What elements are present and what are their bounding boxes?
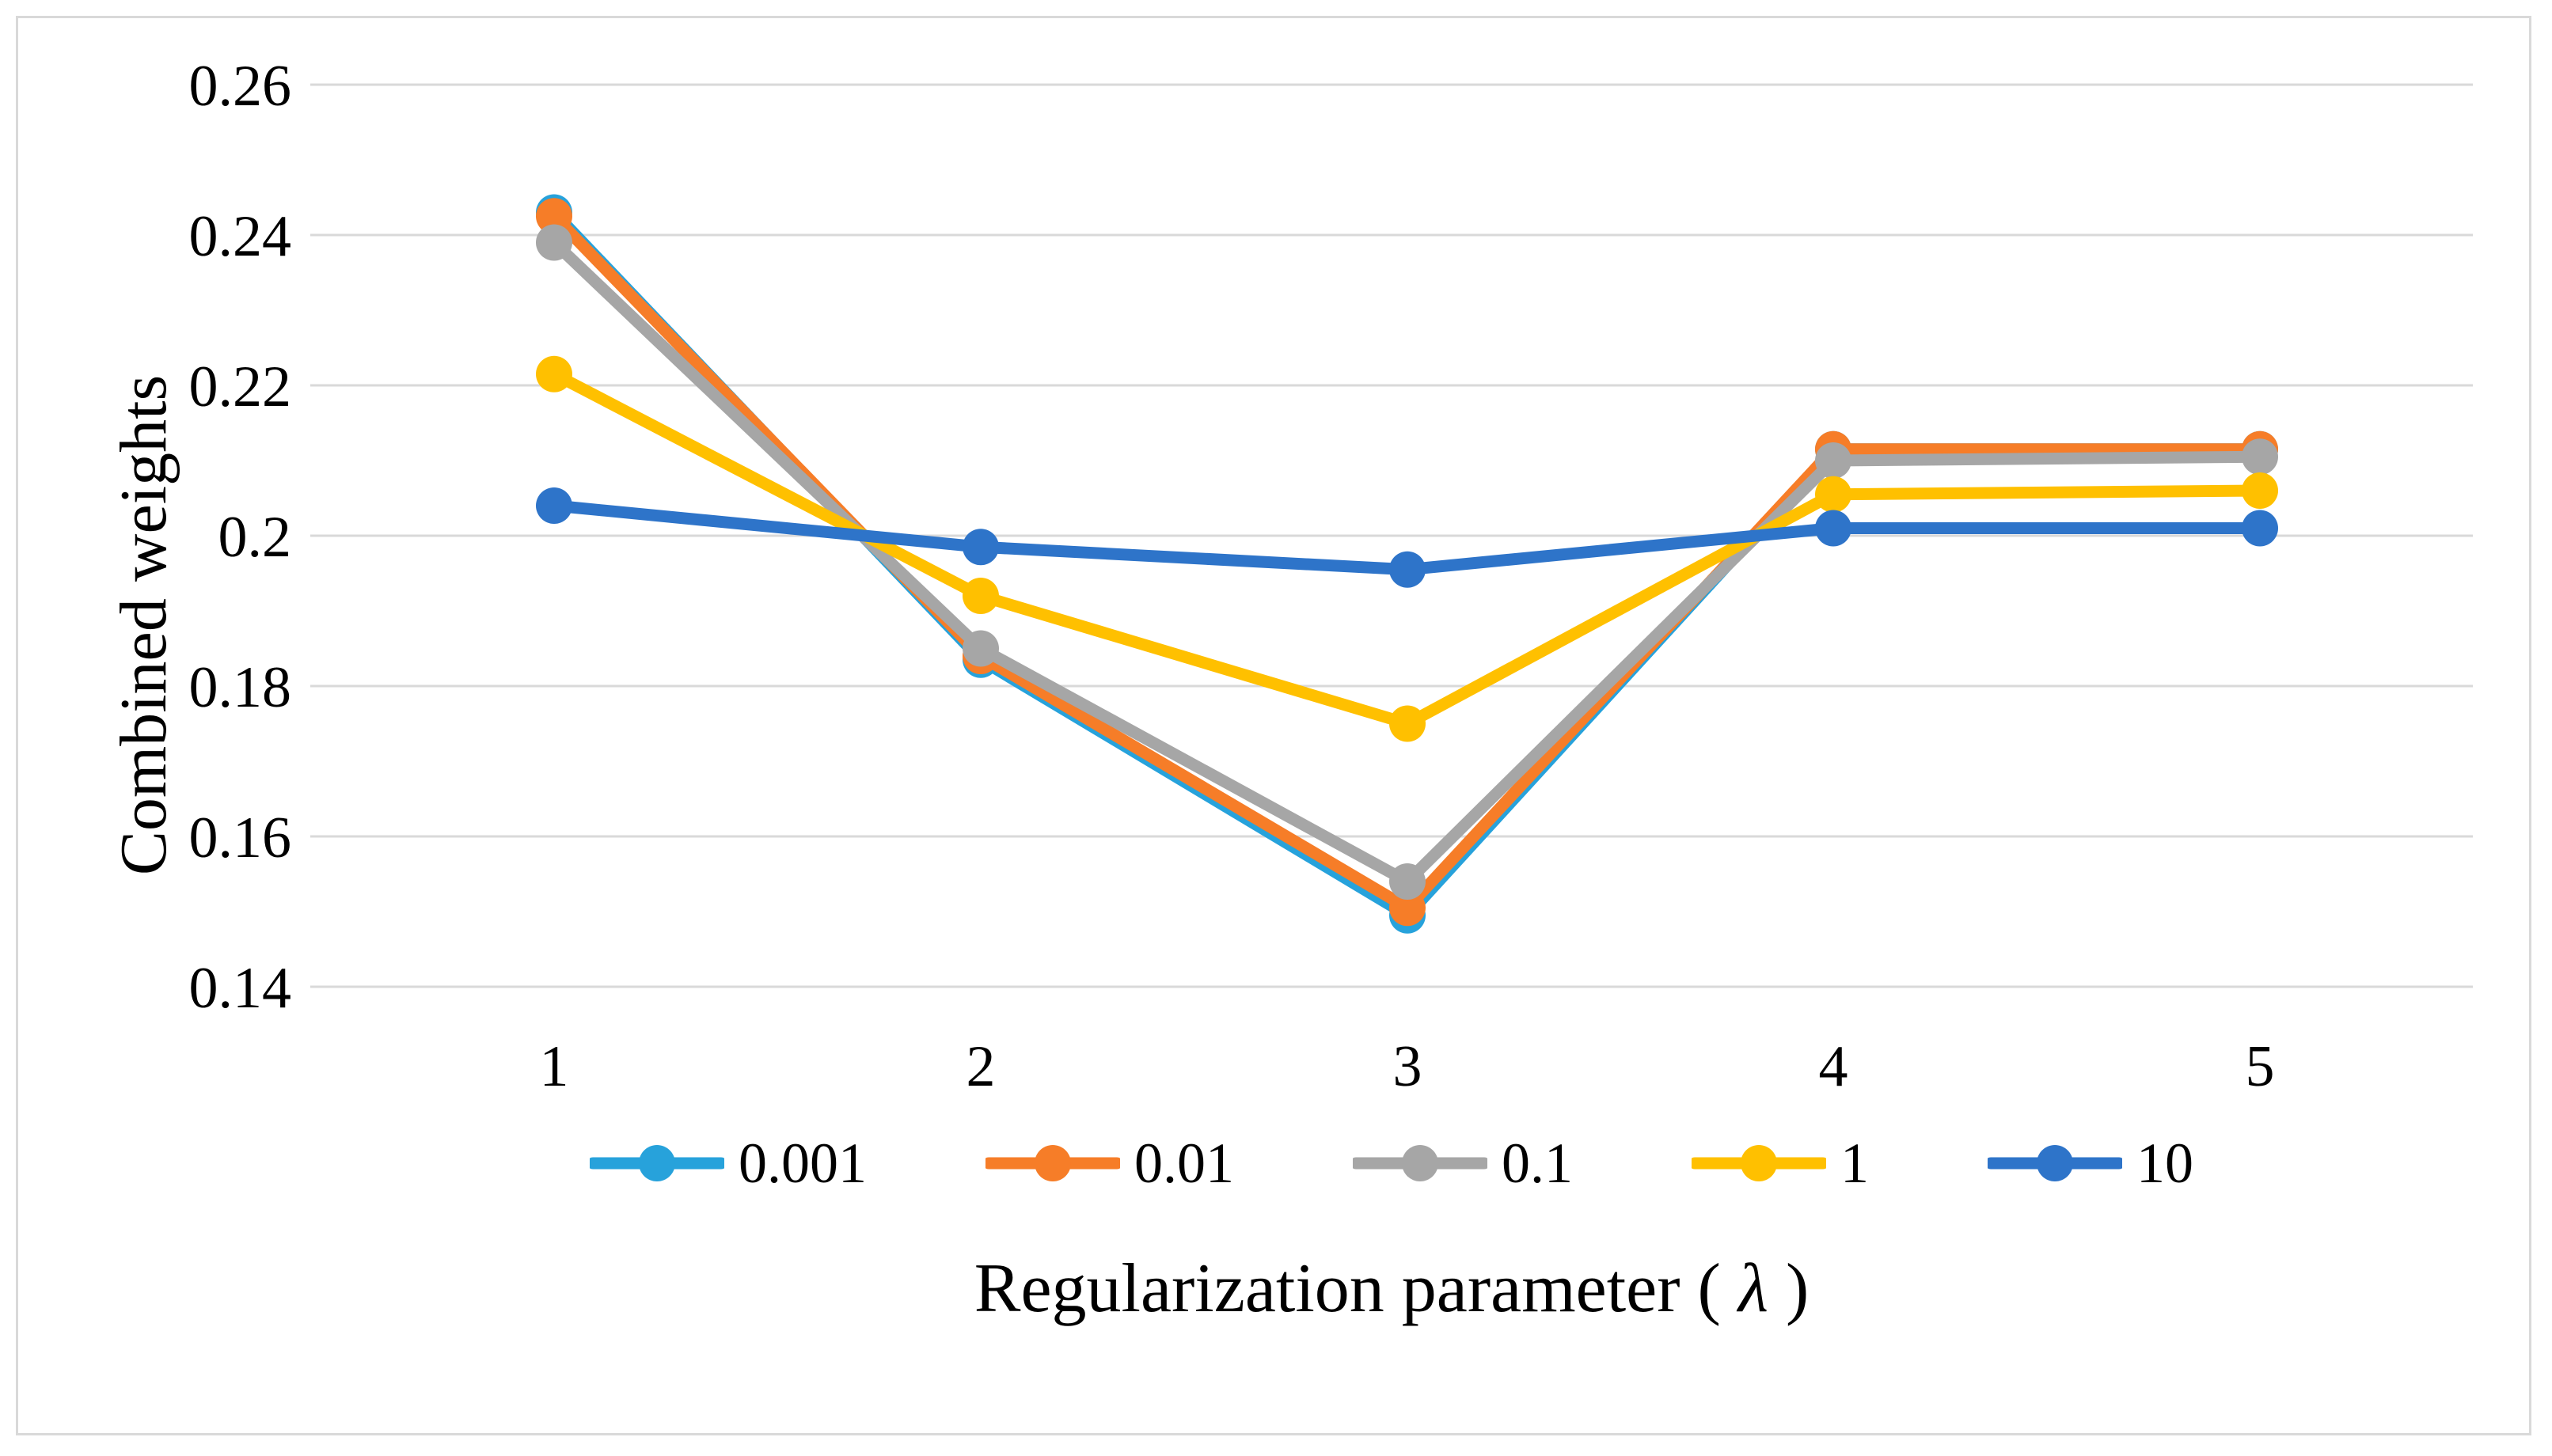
series-point-1	[2242, 472, 2278, 509]
legend-label: 1	[1840, 1132, 1869, 1195]
series-point-0.1	[963, 630, 999, 667]
series-point-0.1	[2242, 438, 2278, 476]
x-tick-label: 3	[1393, 1034, 1422, 1099]
legend-label: 0.01	[1134, 1132, 1234, 1195]
series-point-10	[1389, 551, 1426, 588]
y-tick-label: 0.2	[218, 505, 292, 570]
series-point-0.01	[536, 198, 572, 235]
x-tick-label: 4	[1819, 1034, 1848, 1099]
x-axis-title: Regularization parameter ( λ )	[974, 1250, 1810, 1327]
series-line-1	[548, 368, 2266, 730]
legend-label: 0.1	[1502, 1132, 1573, 1195]
legend-item-10: 10	[1988, 1135, 2193, 1192]
y-tick-label: 0.18	[189, 655, 292, 720]
series-point-0.1	[1389, 863, 1426, 900]
legend-label: 0.001	[739, 1132, 867, 1195]
series-point-10	[1815, 510, 1851, 547]
figure-border	[16, 16, 2531, 1435]
y-tick-label: 0.22	[189, 355, 292, 419]
y-tick-label: 0.14	[189, 956, 292, 1021]
legend-item-1: 1	[1692, 1135, 1869, 1192]
legend-item-0.001: 0.001	[590, 1135, 867, 1192]
x-tick-label: 1	[540, 1034, 569, 1099]
legend-label: 10	[2136, 1132, 2193, 1195]
y-tick-label: 0.26	[189, 54, 292, 119]
series-point-1	[1389, 705, 1426, 742]
series-point-1	[963, 578, 999, 614]
legend-line-marker-icon	[985, 1145, 1120, 1181]
legend-line-marker-icon	[590, 1145, 724, 1181]
series-point-0.1	[536, 224, 572, 261]
y-tick-label: 0.24	[189, 204, 292, 269]
lambda-symbol: λ	[1737, 1250, 1768, 1327]
series-point-10	[963, 529, 999, 566]
x-tick-label: 2	[966, 1034, 996, 1099]
series-point-0.1	[1815, 442, 1851, 479]
legend-line-marker-icon	[1988, 1145, 2122, 1181]
series-point-10	[2242, 510, 2278, 547]
legend-item-0.01: 0.01	[985, 1135, 1234, 1192]
legend-line-marker-icon	[1692, 1145, 1826, 1181]
x-tick-label: 5	[2246, 1034, 2275, 1099]
legend-line-marker-icon	[1353, 1145, 1487, 1181]
y-tick-label: 0.16	[189, 806, 292, 870]
series-point-0.01	[1389, 889, 1426, 927]
chart-legend: 0.001 0.01 0.1 1 10	[310, 1135, 2473, 1192]
y-axis-title: Combined weights	[107, 374, 180, 876]
legend-item-0.1: 0.1	[1353, 1135, 1573, 1192]
series-point-1	[1815, 476, 1851, 513]
series-point-10	[536, 487, 572, 524]
series-point-1	[536, 355, 572, 392]
